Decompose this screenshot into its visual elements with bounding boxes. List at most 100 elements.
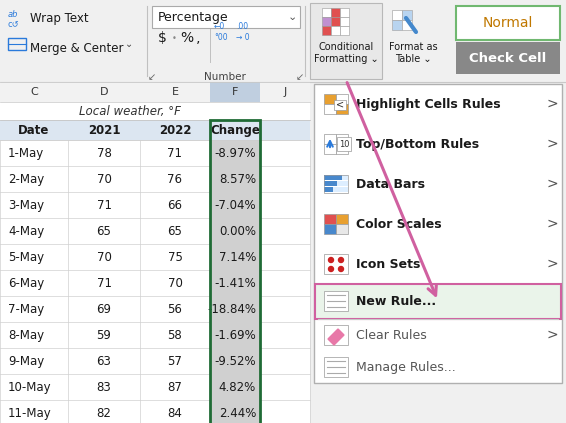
Text: F: F <box>232 87 238 97</box>
Bar <box>210 166 260 192</box>
Bar <box>0 270 210 296</box>
Text: 11-May: 11-May <box>8 407 52 420</box>
Bar <box>260 296 310 322</box>
Bar <box>392 20 402 30</box>
Bar <box>456 6 560 40</box>
Text: >: > <box>546 328 558 342</box>
Bar <box>210 348 260 374</box>
Bar <box>260 400 310 423</box>
Text: 59: 59 <box>97 329 112 341</box>
Bar <box>0 120 260 140</box>
Bar <box>324 254 348 274</box>
Bar <box>8 38 26 50</box>
Text: 71: 71 <box>168 146 182 159</box>
Bar <box>340 8 349 17</box>
Text: Conditional
Formatting ⌄: Conditional Formatting ⌄ <box>314 42 378 64</box>
Bar <box>0 244 210 270</box>
Bar <box>324 144 336 154</box>
Text: Number: Number <box>204 72 246 82</box>
Text: Check Cell: Check Cell <box>469 52 547 64</box>
Bar <box>336 144 348 154</box>
Bar <box>260 192 310 218</box>
Text: ↙: ↙ <box>148 72 156 82</box>
Text: -7.04%: -7.04% <box>215 198 256 212</box>
Text: 65: 65 <box>97 225 112 237</box>
Text: 75: 75 <box>168 250 182 264</box>
Bar <box>322 8 331 17</box>
Bar <box>331 26 340 35</box>
Bar <box>260 348 310 374</box>
Bar <box>336 134 348 144</box>
Text: -1.41%: -1.41% <box>215 277 256 289</box>
Text: New Rule...: New Rule... <box>356 294 436 308</box>
Bar <box>210 270 260 296</box>
Bar <box>0 400 210 423</box>
Text: 70: 70 <box>97 250 112 264</box>
Bar <box>210 322 260 348</box>
Bar <box>324 224 336 234</box>
Bar <box>324 94 336 104</box>
Text: 8.57%: 8.57% <box>219 173 256 186</box>
Text: ⌄: ⌄ <box>125 39 133 49</box>
Text: %: % <box>180 31 193 45</box>
Bar <box>0 82 310 102</box>
Text: 87: 87 <box>168 381 182 393</box>
Bar <box>260 166 310 192</box>
Text: Color Scales: Color Scales <box>356 217 441 231</box>
Bar <box>342 175 348 180</box>
Circle shape <box>328 258 333 263</box>
Bar <box>392 10 402 20</box>
Text: 71: 71 <box>96 198 112 212</box>
Text: 0.00%: 0.00% <box>219 225 256 237</box>
Bar <box>324 291 348 311</box>
Bar <box>324 187 333 192</box>
Text: Format as
Table ⌄: Format as Table ⌄ <box>389 42 438 64</box>
Text: 5-May: 5-May <box>8 250 44 264</box>
Bar <box>260 140 310 166</box>
Bar <box>331 17 340 26</box>
Bar <box>210 82 260 102</box>
Text: Icon Sets: Icon Sets <box>356 258 421 270</box>
Bar <box>260 374 310 400</box>
Text: 9-May: 9-May <box>8 354 44 368</box>
Text: 10: 10 <box>338 140 349 148</box>
Text: 10-May: 10-May <box>8 381 52 393</box>
Text: 2022: 2022 <box>158 124 191 137</box>
Text: >: > <box>546 97 558 111</box>
Text: D: D <box>100 87 108 97</box>
Text: ab: ab <box>8 10 19 19</box>
Text: Wrap Text: Wrap Text <box>30 12 89 25</box>
Text: >: > <box>546 257 558 271</box>
Text: 58: 58 <box>168 329 182 341</box>
Text: 6-May: 6-May <box>8 277 44 289</box>
Text: -9.52%: -9.52% <box>215 354 256 368</box>
Bar <box>0 322 210 348</box>
Bar <box>337 181 348 186</box>
Bar <box>331 8 340 17</box>
Text: 83: 83 <box>97 381 112 393</box>
Text: <: < <box>336 99 344 109</box>
Bar <box>324 181 337 186</box>
Text: 78: 78 <box>97 146 112 159</box>
Text: 4-May: 4-May <box>8 225 44 237</box>
Text: Manage Rules...: Manage Rules... <box>356 360 456 374</box>
Text: c↺: c↺ <box>8 20 20 29</box>
Text: 57: 57 <box>168 354 182 368</box>
Text: Data Bars: Data Bars <box>356 178 425 190</box>
Text: -1.69%: -1.69% <box>215 329 256 341</box>
Circle shape <box>338 266 344 272</box>
Text: ↙: ↙ <box>296 72 304 82</box>
Bar <box>384 3 442 79</box>
Text: 70: 70 <box>168 277 182 289</box>
Text: .00
→ 0: .00 → 0 <box>236 22 250 42</box>
Bar <box>152 6 300 28</box>
Text: 63: 63 <box>97 354 112 368</box>
Text: 7.14%: 7.14% <box>218 250 256 264</box>
Bar <box>310 3 382 79</box>
Bar <box>324 325 348 345</box>
Text: •: • <box>172 33 177 42</box>
Text: 1-May: 1-May <box>8 146 44 159</box>
Text: >: > <box>546 137 558 151</box>
Text: Date: Date <box>18 124 50 137</box>
Text: 4.82%: 4.82% <box>218 381 256 393</box>
